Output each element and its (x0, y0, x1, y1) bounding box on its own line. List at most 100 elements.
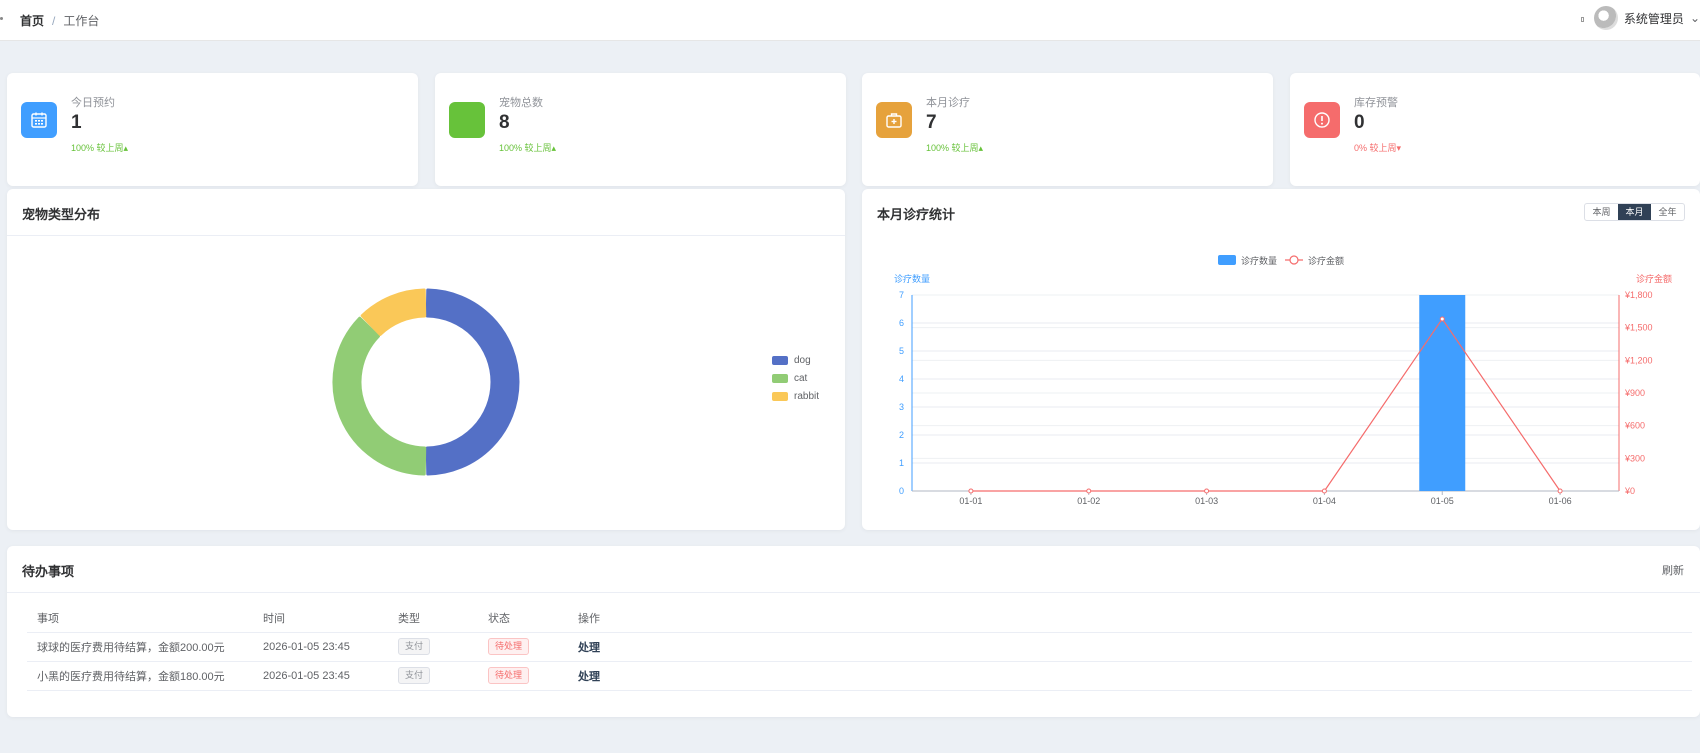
chevron-down-icon[interactable]: ⌄ (1689, 11, 1700, 25)
column-header: 状态 (478, 604, 568, 633)
range-month[interactable]: 本月 (1618, 204, 1651, 220)
y-tick-label-right: ¥600 (1624, 421, 1645, 431)
card-title: 宠物类型分布 (22, 207, 101, 222)
fullscreen-icon[interactable] (1581, 17, 1584, 22)
y-tick-label-left: 7 (899, 290, 904, 300)
stat-card-pets: 宠物总数 8 100% 较上周▴ (435, 73, 846, 186)
stat-value: 7 (926, 112, 937, 133)
stat-trend: 0% 较上周▾ (1354, 143, 1402, 153)
type-tag: 支付 (398, 638, 431, 655)
pet-type-donut-chart (332, 288, 520, 476)
x-tick-label: 01-04 (1313, 496, 1336, 506)
y-tick-label-right: ¥900 (1624, 388, 1645, 398)
divider (7, 235, 845, 236)
pie-slice-rabbit (360, 288, 427, 336)
pet-icon (449, 102, 485, 138)
stat-trend: 100% 较上周▴ (499, 143, 557, 153)
hamburger-icon[interactable] (0, 17, 3, 20)
breadcrumb-home[interactable]: 首页 (20, 14, 45, 28)
todo-time: 2026-01-05 23:45 (253, 661, 388, 691)
stat-value: 8 (499, 112, 510, 133)
range-switch[interactable]: 本周 本月 全年 (1584, 203, 1685, 221)
legend-item-dog[interactable]: dog (772, 351, 819, 369)
breadcrumb-separator: / (52, 13, 56, 28)
legend-swatch (772, 373, 788, 383)
stat-label: 库存预警 (1354, 97, 1398, 109)
table-row: 小黑的医疗费用待结算，金额180.00元 2026-01-05 23:45 支付… (27, 661, 1692, 691)
line-point-01-06 (1557, 488, 1563, 494)
card-title: 本月诊疗统计 (877, 207, 956, 222)
pet-type-chart-card: 宠物类型分布 dog cat rabbit (7, 189, 845, 530)
divider (7, 592, 1700, 593)
legend-item-cat[interactable]: cat (772, 369, 819, 387)
stat-card-treatments: 本月诊疗 7 100% 较上周▴ (862, 73, 1273, 186)
y-tick-label-left: 5 (899, 346, 904, 356)
calendar-icon (21, 102, 57, 138)
arrow-down-icon: ▾ (1396, 143, 1402, 153)
status-badge: 待处理 (488, 667, 530, 684)
user-menu[interactable]: 系统管理员 ⌄ (1593, 6, 1700, 30)
column-header: 时间 (253, 604, 388, 633)
handle-button[interactable]: 处理 (578, 670, 600, 683)
stat-card-appointments: 今日预约 1 100% 较上周▴ (7, 73, 418, 186)
stat-value: 1 (71, 112, 82, 133)
y-tick-label-right: ¥1,200 (1624, 355, 1653, 365)
x-tick-label: 01-05 (1431, 496, 1454, 506)
x-tick-label: 01-06 (1549, 496, 1572, 506)
status-badge: 待处理 (488, 638, 530, 655)
y-tick-label-right: ¥0 (1624, 486, 1635, 496)
arrow-up-icon: ▴ (123, 143, 129, 153)
legend-swatch-bar (1218, 255, 1236, 265)
table-header-row: 事项 时间 类型 状态 操作 (27, 604, 1692, 633)
top-navbar: 首页 / 工作台 系统管理员 ⌄ (0, 0, 1700, 41)
stat-label: 本月诊疗 (926, 97, 970, 109)
warning-icon (1304, 102, 1340, 138)
todo-item: 小黑的医疗费用待结算，金额180.00元 (27, 661, 253, 691)
todo-table: 事项 时间 类型 状态 操作 球球的医疗费用待结算，金额200.00元 2026… (27, 604, 1692, 691)
y-axis-title-right: 诊疗金额 (1636, 273, 1672, 284)
type-tag: 支付 (398, 667, 431, 684)
x-tick-label: 01-03 (1195, 496, 1218, 506)
column-header: 事项 (27, 604, 253, 633)
todo-time: 2026-01-05 23:45 (253, 632, 388, 662)
treatment-stats-card: 本月诊疗统计 本周 本月 全年 诊疗数量 诊疗金额 诊疗数量 诊疗金额 0 1 2 3 4 5 6 7… (862, 189, 1700, 530)
legend-label: 诊疗金额 (1308, 255, 1344, 266)
breadcrumb: 首页 / 工作台 (20, 12, 99, 29)
todo-card: 待办事项 刷新 事项 时间 类型 状态 操作 球球的医疗费用待结算，金额200.… (7, 546, 1700, 717)
pie-legend: dog cat rabbit (772, 351, 819, 405)
user-name[interactable]: 系统管理员 (1623, 11, 1684, 26)
legend-label: rabbit (794, 390, 820, 402)
legend-swatch (772, 391, 788, 401)
y-tick-label-right: ¥1,500 (1624, 323, 1653, 333)
stat-trend: 100% 较上周▴ (71, 143, 129, 153)
y-axis-title-left: 诊疗数量 (894, 273, 930, 284)
card-title: 待办事项 (22, 564, 75, 579)
arrow-up-icon: ▴ (551, 143, 557, 153)
refresh-button[interactable]: 刷新 (1662, 565, 1684, 577)
chart-legend: 诊疗数量 诊疗金额 (1218, 255, 1344, 266)
legend-swatch (772, 355, 788, 365)
pie-slice-cat (332, 316, 427, 476)
legend-item-rabbit[interactable]: rabbit (772, 387, 819, 405)
legend-label: dog (794, 354, 811, 366)
user-avatar[interactable] (1593, 6, 1618, 30)
handle-button[interactable]: 处理 (578, 641, 600, 654)
breadcrumb-current: 工作台 (63, 14, 100, 28)
todo-item: 球球的医疗费用待结算，金额200.00元 (27, 632, 253, 662)
legend-label: 诊疗数量 (1241, 255, 1277, 266)
amount-line (970, 317, 1561, 492)
line-point-01-05 (1439, 316, 1445, 322)
column-header: 操作 (568, 604, 1692, 633)
table-row: 球球的医疗费用待结算，金额200.00元 2026-01-05 23:45 支付… (27, 632, 1692, 662)
range-week[interactable]: 本周 (1592, 207, 1611, 217)
pie-slice-dog (425, 288, 520, 476)
line-point-01-03 (1204, 488, 1210, 494)
stat-label: 宠物总数 (499, 97, 543, 109)
bar-01-05 (1419, 295, 1466, 491)
range-year[interactable]: 全年 (1658, 207, 1677, 217)
medical-kit-icon (876, 102, 912, 138)
y-tick-label-right: ¥1,800 (1624, 290, 1653, 300)
y-tick-label-left: 4 (899, 374, 904, 384)
stat-label: 今日预约 (71, 97, 115, 109)
